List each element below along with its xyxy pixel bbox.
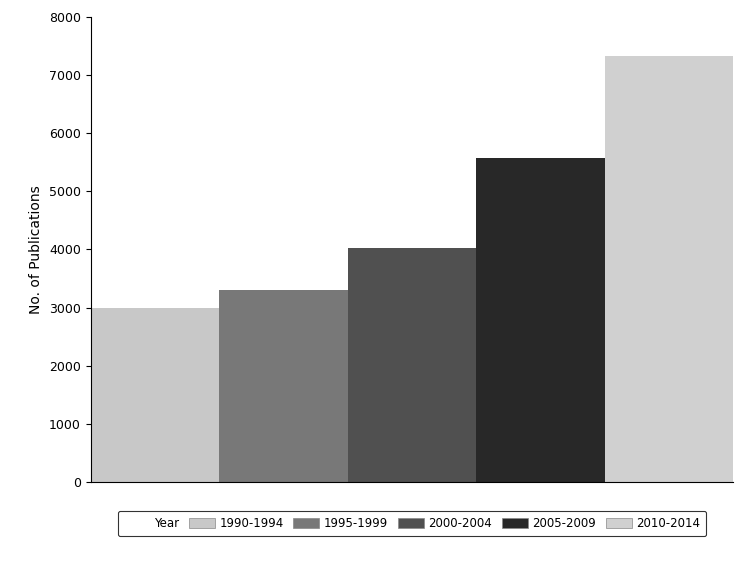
Bar xyxy=(348,248,476,482)
Legend: Year, 1990-1994, 1995-1999, 2000-2004, 2005-2009, 2010-2014: Year, 1990-1994, 1995-1999, 2000-2004, 2… xyxy=(118,511,706,536)
Bar xyxy=(91,307,219,482)
Bar xyxy=(605,56,733,482)
Bar xyxy=(476,158,605,482)
Y-axis label: No. of Publications: No. of Publications xyxy=(29,185,43,314)
Bar xyxy=(219,290,348,482)
